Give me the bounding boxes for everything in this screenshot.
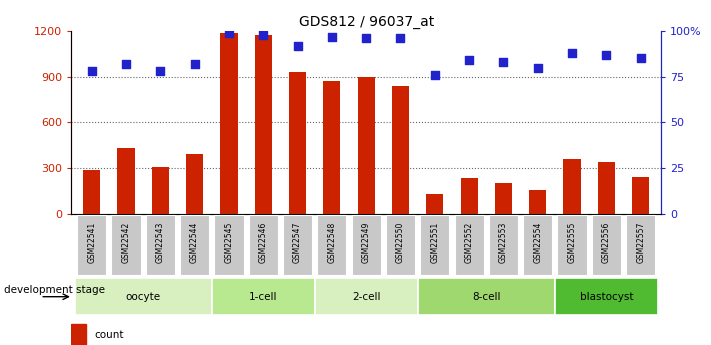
Bar (358, 77, 375, 214)
FancyBboxPatch shape (317, 215, 346, 275)
Bar (83, 170, 100, 214)
Bar (529, 189, 546, 214)
Point (601, 52, 612, 58)
FancyBboxPatch shape (386, 215, 415, 275)
FancyBboxPatch shape (146, 215, 175, 275)
Bar (117, 148, 134, 214)
FancyBboxPatch shape (283, 215, 312, 275)
FancyBboxPatch shape (75, 278, 212, 315)
Point (326, 34, 338, 39)
Point (120, 61, 132, 67)
Point (395, 36, 406, 41)
Bar (151, 167, 169, 214)
FancyBboxPatch shape (626, 215, 656, 275)
Text: GSM22543: GSM22543 (156, 221, 165, 263)
Text: GSM22542: GSM22542 (122, 221, 131, 263)
Point (567, 50, 578, 56)
Text: GSM22544: GSM22544 (190, 221, 199, 263)
Point (532, 65, 543, 70)
Bar (289, 72, 306, 214)
Text: blastocyst: blastocyst (579, 292, 633, 302)
FancyBboxPatch shape (77, 215, 106, 275)
Text: GSM22548: GSM22548 (327, 221, 336, 263)
FancyBboxPatch shape (212, 278, 315, 315)
Text: count: count (95, 330, 124, 340)
Text: GSM22555: GSM22555 (567, 221, 577, 263)
Text: development stage: development stage (4, 285, 105, 295)
Bar (71, 324, 86, 345)
FancyBboxPatch shape (592, 215, 621, 275)
FancyBboxPatch shape (420, 215, 449, 275)
Text: GSM22546: GSM22546 (259, 221, 268, 263)
Text: GSM22545: GSM22545 (225, 221, 233, 263)
Point (429, 72, 441, 78)
FancyBboxPatch shape (351, 215, 381, 275)
FancyBboxPatch shape (315, 278, 417, 315)
Bar (324, 81, 341, 214)
Text: GSM22549: GSM22549 (362, 221, 370, 263)
Text: 8-cell: 8-cell (472, 292, 501, 302)
FancyBboxPatch shape (454, 215, 483, 275)
Bar (392, 86, 409, 214)
Point (154, 69, 166, 74)
Bar (598, 162, 615, 214)
Point (635, 56, 646, 61)
Point (189, 61, 201, 67)
Point (257, 32, 269, 38)
Bar (563, 159, 581, 214)
Bar (255, 35, 272, 214)
FancyBboxPatch shape (417, 278, 555, 315)
Text: GSM22547: GSM22547 (293, 221, 302, 263)
Point (86, 69, 97, 74)
FancyBboxPatch shape (523, 215, 552, 275)
FancyBboxPatch shape (180, 215, 209, 275)
Title: GDS812 / 96037_at: GDS812 / 96037_at (299, 14, 434, 29)
Text: oocyte: oocyte (126, 292, 161, 302)
Text: GSM22541: GSM22541 (87, 221, 96, 263)
Text: GSM22552: GSM22552 (464, 221, 474, 263)
Text: GSM22554: GSM22554 (533, 221, 542, 263)
Point (223, 30, 235, 36)
FancyBboxPatch shape (489, 215, 518, 275)
Text: GSM22557: GSM22557 (636, 221, 645, 263)
FancyBboxPatch shape (557, 215, 587, 275)
Bar (632, 177, 649, 214)
FancyBboxPatch shape (555, 278, 658, 315)
Text: 1-cell: 1-cell (249, 292, 277, 302)
Text: GSM22551: GSM22551 (430, 221, 439, 263)
Text: GSM22550: GSM22550 (396, 221, 405, 263)
Point (360, 36, 372, 41)
Bar (461, 178, 478, 214)
Bar (426, 194, 444, 214)
Text: GSM22556: GSM22556 (602, 221, 611, 263)
Bar (220, 32, 237, 214)
Point (292, 43, 303, 48)
FancyBboxPatch shape (112, 215, 141, 275)
FancyBboxPatch shape (214, 215, 243, 275)
FancyBboxPatch shape (249, 215, 278, 275)
Bar (495, 184, 512, 214)
Point (498, 59, 509, 65)
Point (464, 58, 475, 63)
Text: GSM22553: GSM22553 (499, 221, 508, 263)
Bar (186, 154, 203, 214)
Text: 2-cell: 2-cell (352, 292, 380, 302)
